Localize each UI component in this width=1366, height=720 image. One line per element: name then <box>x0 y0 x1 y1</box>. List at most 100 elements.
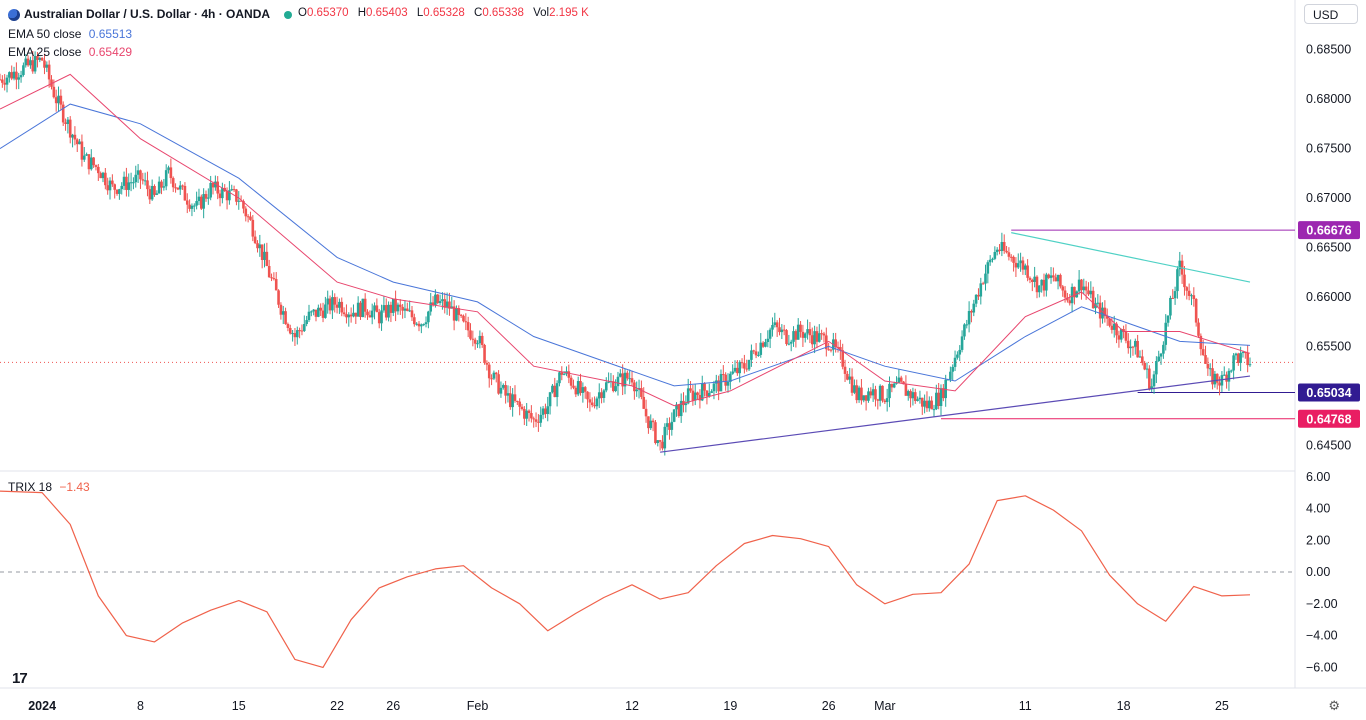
candle-body <box>871 389 875 396</box>
candle-body <box>780 329 784 333</box>
candle-body <box>448 301 451 309</box>
time-tick-label: 18 <box>1117 699 1131 713</box>
candle-body <box>352 312 355 317</box>
candle-body <box>92 157 95 166</box>
candle-body <box>354 312 358 317</box>
time-axis[interactable]: 2024 8 15 22 26 Feb 12 19 26 Mar 11 18 25 <box>28 699 1229 713</box>
candle-body <box>595 398 599 407</box>
ohlc-close-key: C <box>474 7 483 19</box>
candle-body <box>808 329 812 336</box>
candle-body <box>251 219 255 237</box>
candle-body <box>977 294 980 297</box>
trend-lines[interactable] <box>660 232 1251 453</box>
candle-body <box>1014 262 1018 268</box>
tradingview-logo-icon[interactable]: 17 <box>12 670 28 687</box>
ema25-legend[interactable]: EMA 25 close 0.65429 <box>8 45 132 59</box>
candle-body <box>499 387 503 394</box>
candle-body <box>410 310 414 318</box>
candle-body <box>260 244 264 260</box>
candle-body <box>752 350 756 352</box>
candle-body <box>743 363 746 369</box>
candle-body <box>68 119 72 138</box>
trix-legend[interactable]: TRIX 18 −1.43 <box>8 480 90 494</box>
candle-body <box>1000 242 1004 252</box>
candle-body <box>668 423 671 430</box>
candle-body <box>104 172 107 186</box>
candle-body <box>750 350 753 360</box>
candle-body <box>19 74 23 78</box>
ema25-line <box>0 73 1251 407</box>
candle-body <box>157 181 161 194</box>
candle-body <box>244 208 248 217</box>
candle-body <box>8 72 11 78</box>
candle-body <box>314 309 318 317</box>
candle-body <box>143 180 147 182</box>
candle-body <box>785 330 788 345</box>
candle-body <box>331 297 334 311</box>
candle-body <box>630 378 634 383</box>
candle-body <box>1213 373 1217 385</box>
candles[interactable] <box>0 51 1252 456</box>
candle-body <box>71 134 74 138</box>
candle-body <box>799 324 802 332</box>
candle-body <box>370 310 374 318</box>
ema50-legend[interactable]: EMA 50 close 0.65513 <box>8 27 132 41</box>
candle-body <box>26 58 30 66</box>
candle-body <box>1150 386 1153 389</box>
candle-body <box>155 193 159 195</box>
candle-body <box>764 342 767 347</box>
candle-body <box>513 394 517 401</box>
candle-body <box>1087 290 1090 295</box>
candle-body <box>82 155 86 160</box>
price-tick-label: 0.66500 <box>1306 240 1351 254</box>
candle-body <box>1028 277 1032 280</box>
time-tick-label: 15 <box>232 699 246 713</box>
candle-body <box>291 333 294 335</box>
candle-body <box>288 327 292 334</box>
currency-selector[interactable]: USD <box>1304 4 1358 24</box>
candle-body <box>766 338 770 343</box>
price-axis[interactable]: 0.68500 0.68000 0.67500 0.67000 0.66500 0.660… <box>1306 43 1351 675</box>
candle-body <box>1192 295 1196 299</box>
candle-body <box>958 349 962 355</box>
candle-body <box>745 368 749 370</box>
candle-body <box>1026 265 1029 278</box>
candle-body <box>867 391 870 401</box>
candle-body <box>338 301 341 308</box>
candle-body <box>401 306 404 311</box>
candle-body <box>178 185 182 190</box>
candle-body <box>333 297 337 305</box>
candle-body <box>1185 287 1189 291</box>
gear-icon[interactable]: ⚙ <box>1328 698 1340 713</box>
candle-body <box>516 400 519 402</box>
candle-body <box>89 157 93 170</box>
candle-body <box>534 419 538 422</box>
candle-body <box>1164 322 1168 345</box>
time-tick-label: 2024 <box>28 699 56 713</box>
trix-pane[interactable] <box>0 490 1295 668</box>
candle-body <box>1077 279 1081 292</box>
candle-body <box>789 341 793 344</box>
candle-body <box>995 249 999 253</box>
candle-body <box>988 259 992 263</box>
candle-body <box>857 387 861 401</box>
candle-body <box>1187 290 1191 296</box>
candle-body <box>317 307 320 317</box>
candle-body <box>164 170 168 187</box>
candle-body <box>572 385 575 388</box>
candle-body <box>853 385 856 393</box>
candle-body <box>691 390 695 401</box>
candle-body <box>619 373 622 377</box>
candle-body <box>22 65 25 75</box>
symbol-legend[interactable]: Australian Dollar / U.S. Dollar · 4h · O… <box>8 7 302 21</box>
candle-body <box>141 179 145 181</box>
candle-body <box>1129 346 1132 349</box>
candle-body <box>1021 260 1025 270</box>
candle-body <box>434 294 437 306</box>
candle-body <box>279 304 283 315</box>
trix-tick-label: 6.00 <box>1306 470 1330 484</box>
candle-body <box>651 420 655 423</box>
candle-body <box>476 343 479 345</box>
candle-body <box>146 180 149 190</box>
